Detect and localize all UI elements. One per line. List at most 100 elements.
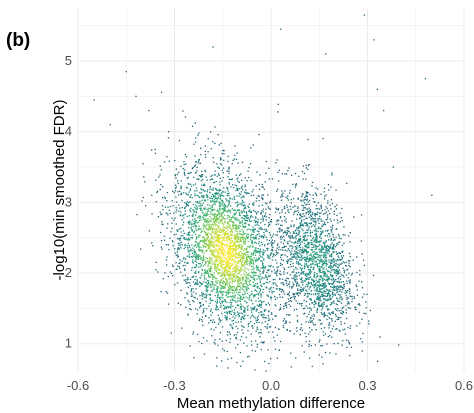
data-point	[217, 228, 219, 230]
data-point	[238, 272, 240, 274]
data-point	[310, 249, 312, 251]
data-point	[205, 226, 207, 228]
data-point	[238, 181, 240, 183]
data-point	[177, 254, 179, 256]
data-point	[245, 257, 247, 259]
data-point	[208, 229, 210, 231]
data-point	[216, 282, 218, 284]
data-point	[301, 264, 303, 267]
data-point	[294, 246, 297, 248]
data-point	[166, 227, 168, 229]
data-point	[316, 238, 318, 240]
data-point	[178, 266, 180, 268]
data-point	[267, 314, 269, 317]
data-point	[226, 350, 228, 353]
data-point	[362, 332, 364, 335]
data-point	[198, 245, 200, 247]
data-point	[165, 291, 167, 293]
data-point	[206, 189, 209, 191]
data-point	[226, 237, 228, 239]
data-point	[235, 336, 237, 339]
data-point	[219, 231, 221, 234]
data-point	[226, 199, 228, 201]
data-point	[207, 237, 209, 239]
data-point	[259, 299, 262, 302]
data-point	[253, 209, 255, 211]
data-point	[233, 275, 235, 278]
data-point	[233, 268, 235, 270]
data-point	[296, 258, 298, 260]
data-point	[299, 259, 301, 261]
data-point	[154, 152, 156, 155]
data-point	[255, 185, 257, 187]
data-point	[194, 297, 196, 299]
data-point	[334, 320, 336, 322]
data-point	[300, 272, 302, 275]
data-point	[294, 253, 297, 255]
data-point	[302, 252, 304, 254]
data-point	[274, 348, 277, 350]
data-point	[316, 213, 319, 216]
data-point	[260, 241, 262, 244]
data-point	[242, 237, 244, 240]
data-point	[196, 178, 198, 180]
data-point	[236, 291, 238, 294]
data-point	[282, 259, 284, 261]
data-point	[226, 233, 228, 235]
data-point	[233, 255, 235, 257]
data-point	[234, 235, 237, 237]
data-point	[319, 289, 321, 291]
data-point	[242, 196, 244, 198]
data-point	[252, 254, 254, 256]
data-point	[251, 276, 253, 279]
data-point	[341, 307, 344, 309]
data-point	[278, 309, 281, 311]
data-point	[269, 223, 271, 225]
data-point	[237, 226, 240, 228]
data-point	[298, 227, 300, 230]
data-point	[267, 254, 269, 256]
data-point	[335, 208, 338, 210]
data-point	[253, 281, 255, 283]
data-point	[192, 166, 194, 169]
data-point	[299, 267, 301, 269]
data-point	[210, 265, 212, 268]
data-point	[239, 212, 241, 214]
data-point	[230, 220, 232, 222]
data-point	[187, 251, 190, 253]
data-point	[241, 252, 243, 254]
data-point	[260, 313, 262, 316]
data-point	[303, 232, 305, 234]
data-point	[254, 259, 256, 261]
data-point	[253, 278, 255, 280]
data-point	[343, 287, 345, 289]
data-point	[287, 298, 289, 300]
data-point	[299, 246, 301, 248]
data-point	[347, 340, 350, 342]
data-point	[277, 103, 279, 105]
data-point	[208, 276, 210, 278]
data-point	[271, 239, 273, 241]
data-point	[263, 301, 265, 303]
data-point	[363, 264, 365, 267]
data-point	[257, 269, 259, 271]
data-point	[258, 200, 260, 202]
data-point	[151, 149, 153, 151]
data-point	[287, 195, 289, 197]
data-point	[219, 163, 222, 165]
data-point	[240, 365, 242, 367]
data-point	[363, 293, 365, 295]
data-point	[259, 252, 261, 254]
data-point	[282, 324, 284, 327]
data-point	[151, 213, 153, 215]
data-point	[204, 145, 206, 147]
data-point	[299, 292, 301, 295]
data-point	[198, 257, 200, 260]
data-point	[256, 283, 258, 285]
data-point	[224, 206, 226, 208]
data-point	[211, 174, 213, 177]
data-point	[295, 183, 297, 185]
data-point	[201, 174, 203, 176]
data-point	[343, 322, 346, 325]
data-point	[232, 221, 234, 223]
